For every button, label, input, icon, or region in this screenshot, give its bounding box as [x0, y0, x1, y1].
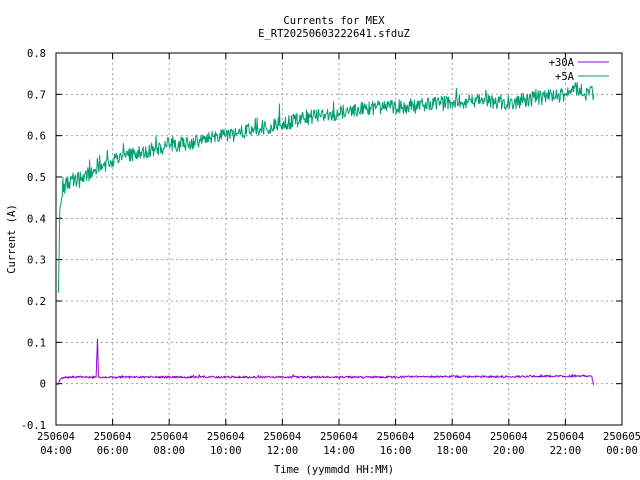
x-tick-date: 250604	[263, 431, 301, 443]
x-tick-date: 250604	[150, 431, 188, 443]
x-tick-time: 20:00	[493, 445, 525, 457]
x-tick-date: 250604	[320, 431, 358, 443]
x-tick-time: 14:00	[323, 445, 355, 457]
y-tick-label: 0.1	[27, 337, 46, 349]
y-tick-label: 0.4	[27, 213, 46, 225]
series-line-5a	[57, 81, 595, 293]
chart-title: Currents for MEX	[283, 15, 385, 27]
x-axis-label: Time (yymmdd HH:MM)	[274, 464, 394, 476]
x-tick-date: 250604	[207, 431, 245, 443]
x-tick-time: 10:00	[210, 445, 242, 457]
x-tick-date: 250605	[603, 431, 640, 443]
plot-frame	[55, 52, 623, 426]
x-tick-date: 250604	[37, 431, 75, 443]
x-tick-time: 08:00	[153, 445, 185, 457]
y-tick-label: 0.3	[27, 255, 46, 267]
x-tick-time: 18:00	[436, 445, 468, 457]
x-tick-date: 250604	[490, 431, 528, 443]
y-tick-label: 0	[40, 379, 46, 391]
x-tick-time: 12:00	[267, 445, 299, 457]
legend-label-30a: +30A	[549, 57, 575, 69]
chart-subtitle: E_RT20250603222641.sfduZ	[258, 28, 410, 40]
x-axis: 250604 04:00 250604 06:00 250604 08:00 250604 1…	[37, 53, 640, 457]
legend-label-5a: +5A	[555, 71, 575, 83]
x-tick-date: 250604	[546, 431, 584, 443]
series-line-30a	[55, 338, 595, 386]
y-tick-label: 0.7	[27, 89, 46, 101]
x-tick-time: 00:00	[606, 445, 638, 457]
y-tick-label: 0.6	[27, 131, 46, 143]
y-axis-label: Current (A)	[6, 204, 18, 274]
x-tick-time: 06:00	[97, 445, 129, 457]
x-tick-date: 250604	[377, 431, 415, 443]
plot-area	[55, 81, 595, 386]
legend: +30A +5A	[549, 57, 609, 83]
x-tick-time: 16:00	[380, 445, 412, 457]
y-tick-label: -0.1	[21, 420, 46, 432]
y-tick-label: 0.8	[27, 48, 46, 60]
x-tick-time: 04:00	[40, 445, 72, 457]
x-tick-date: 250604	[433, 431, 471, 443]
y-tick-label: 0.2	[27, 296, 46, 308]
y-tick-label: 0.5	[27, 172, 46, 184]
x-tick-time: 22:00	[550, 445, 582, 457]
x-tick-date: 250604	[94, 431, 132, 443]
